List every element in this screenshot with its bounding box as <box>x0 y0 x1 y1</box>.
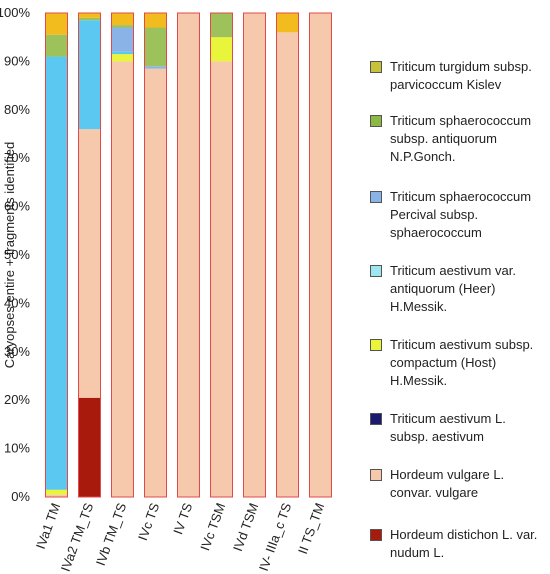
bar-segment <box>45 489 68 495</box>
bar-outline <box>144 12 167 498</box>
bar-segment <box>144 27 167 67</box>
bar-segment <box>45 494 68 497</box>
bar-outline <box>177 12 200 498</box>
bar-segment <box>111 51 134 55</box>
legend-item: Triticum sphaerococcum Percival subsp. s… <box>370 188 550 242</box>
bar-outline <box>45 12 68 498</box>
bar-segment <box>111 61 134 498</box>
x-tick-label: IVc TSM <box>197 501 228 553</box>
legend-swatch <box>370 61 382 73</box>
bar-segment <box>45 56 68 490</box>
x-tick-label: II TS_TM <box>295 501 327 556</box>
bars <box>45 12 332 498</box>
y-tick-label: 50% <box>4 247 30 262</box>
x-tick-label: IVd TSM <box>230 501 261 553</box>
y-tick-label: 40% <box>4 295 30 310</box>
legend-swatch <box>370 339 382 351</box>
bar-segment <box>78 13 101 18</box>
bar-segment <box>45 34 68 57</box>
y-tick-label: 100% <box>0 5 30 20</box>
x-tick-label: IV TS <box>170 501 195 537</box>
legend-item: Hordeum distichon L. var. nudum L. <box>370 526 550 562</box>
bar-segment <box>210 61 233 498</box>
bar-segment <box>177 13 200 497</box>
y-tick-label: 30% <box>4 344 30 359</box>
legend-label: Triticum aestivum L. subsp. aestivum <box>390 411 506 444</box>
legend-label: Triticum sphaerococcum subsp. antiquorum… <box>390 113 532 164</box>
bar-outline <box>243 12 266 498</box>
bar-segment <box>45 13 68 35</box>
bar-segment <box>144 68 167 497</box>
legend-swatch <box>370 115 382 127</box>
legend-item: Triticum aestivum var. antiquorum (Heer)… <box>370 262 550 316</box>
x-tick-label: IVa1 TM <box>33 501 63 551</box>
bar-segment <box>78 129 101 398</box>
bar-segment <box>111 54 134 62</box>
legend-label: Triticum sphaerococcum Percival subsp. s… <box>390 189 532 240</box>
legend-label: Hordeum vulgare L. convar. vulgare <box>390 467 505 500</box>
y-tick-label: 60% <box>4 199 30 214</box>
bar-segment <box>210 37 233 62</box>
bar-segment <box>111 13 134 26</box>
y-axis: 0% 10% 20% 30% 40% 50% 60% 70% 80% 90% 100% <box>0 5 30 504</box>
bar-segment <box>78 17 101 21</box>
y-tick-label: 90% <box>4 53 30 68</box>
x-tick-label: IVb TM_TS <box>93 501 130 568</box>
legend-swatch <box>370 413 382 425</box>
legend-item: Triticum aestivum subsp. compactum (Host… <box>370 336 550 390</box>
bar-segment <box>111 27 134 52</box>
legend-item: Triticum sphaerococcum subsp. antiquorum… <box>370 112 550 166</box>
bar-outline <box>276 12 299 498</box>
bar-outline <box>309 12 332 498</box>
legend-swatch <box>370 529 382 541</box>
bar-outline <box>78 12 101 498</box>
x-tick-label: IVa2 TM_TS <box>58 501 97 574</box>
bar-segment <box>78 20 101 130</box>
bar-segment <box>144 66 167 69</box>
y-tick-label: 10% <box>4 441 30 456</box>
legend-item: Triticum turgidum subsp. parvicoccum Kis… <box>370 58 550 94</box>
legend-swatch <box>370 191 382 203</box>
legend-item: Hordeum vulgare L. convar. vulgare <box>370 466 550 502</box>
bar-segment <box>78 397 101 497</box>
bar-segment <box>210 13 233 38</box>
bar-segment <box>243 13 266 497</box>
legend-swatch <box>370 265 382 277</box>
y-axis-label: Caryopses entire + fragments identified <box>2 142 17 369</box>
legend-item: Triticum aestivum L. subsp. aestivum <box>370 410 550 446</box>
x-tick-label: IV- IIIa_c TS <box>256 501 295 573</box>
bar-segment <box>309 13 332 497</box>
y-tick-label: 70% <box>4 150 30 165</box>
legend-label: Triticum aestivum var. antiquorum (Heer)… <box>390 263 516 314</box>
y-tick-label: 80% <box>4 102 30 117</box>
legend-label: Triticum turgidum subsp. parvicoccum Kis… <box>390 59 532 92</box>
bar-outline <box>210 12 233 498</box>
bar-segment <box>111 25 134 28</box>
bar-segment <box>276 13 299 33</box>
legend-swatch <box>370 469 382 481</box>
legend-label: Triticum aestivum subsp. compactum (Host… <box>390 337 534 388</box>
bar-segment <box>144 13 167 28</box>
legend: Triticum turgidum subsp. parvicoccum Kis… <box>370 58 550 562</box>
legend-label: Hordeum distichon L. var. nudum L. <box>390 527 538 560</box>
x-tick-label: IVc TS <box>135 501 162 543</box>
bar-outline <box>111 12 134 498</box>
y-tick-label: 20% <box>4 392 30 407</box>
y-tick-label: 0% <box>11 489 30 504</box>
bar-segment <box>276 32 299 498</box>
